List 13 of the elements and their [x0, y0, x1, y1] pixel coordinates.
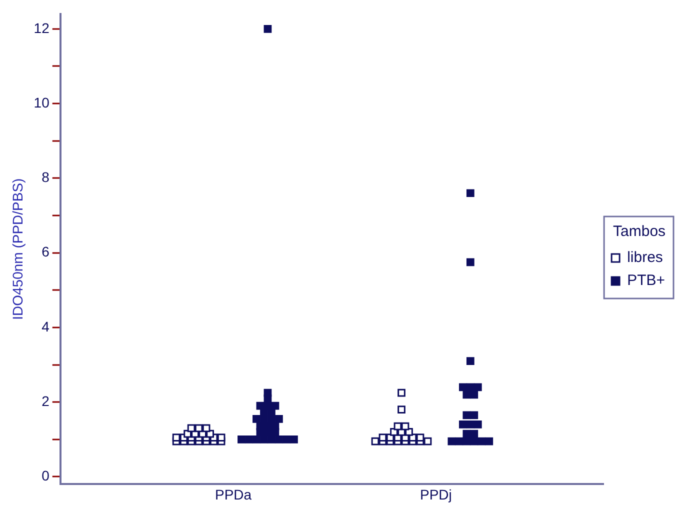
y-tick-label: 10 — [34, 94, 50, 110]
y-tick-label: 8 — [42, 169, 50, 186]
y-tick-label: 0 — [42, 468, 50, 484]
y-tick-label: 6 — [42, 244, 50, 260]
y-tick-label: 2 — [42, 392, 50, 409]
legend-label: libres — [627, 249, 663, 266]
legend-label: PTB+ — [627, 272, 666, 290]
x-tick-label: PPDj — [420, 486, 452, 502]
x-tick-label: PPDa — [214, 486, 252, 502]
y-tick-label: 12 — [34, 20, 50, 36]
y-tick-label: 4 — [42, 318, 50, 334]
legend-title: Tambos — [613, 223, 666, 240]
y-axis-title: IDO450nm (PPD/PBS) — [9, 178, 26, 320]
